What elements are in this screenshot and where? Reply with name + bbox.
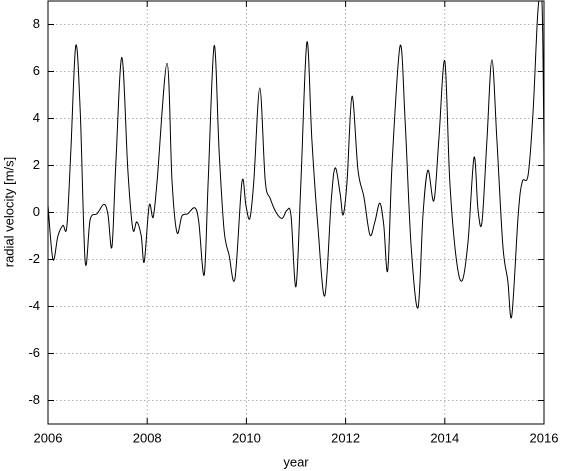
x-tick-label: 2016 xyxy=(530,430,559,445)
y-tick-label: 6 xyxy=(33,63,40,78)
y-tick-label: 2 xyxy=(33,157,40,172)
plot-area xyxy=(48,1,544,319)
x-tick-label: 2006 xyxy=(34,430,63,445)
x-tick-label: 2010 xyxy=(232,430,261,445)
x-axis-label: year xyxy=(283,454,309,469)
plot-frame xyxy=(47,0,545,425)
y-axis-label: radial velocity [m/s] xyxy=(1,157,16,268)
x-tick-label: 2008 xyxy=(133,430,162,445)
y-tick-label: -4 xyxy=(28,298,40,313)
grid xyxy=(47,1,545,424)
y-tick-label: 8 xyxy=(33,16,40,31)
x-tick-label: 2012 xyxy=(331,430,360,445)
y-tick-label: -2 xyxy=(28,251,40,266)
y-tick-label: 0 xyxy=(33,204,40,219)
y-tick-label: -6 xyxy=(28,345,40,360)
data-line xyxy=(48,1,544,319)
y-tick-label: 4 xyxy=(33,110,40,125)
x-tick-label: 2014 xyxy=(430,430,459,445)
y-tick-label: -8 xyxy=(28,392,40,407)
